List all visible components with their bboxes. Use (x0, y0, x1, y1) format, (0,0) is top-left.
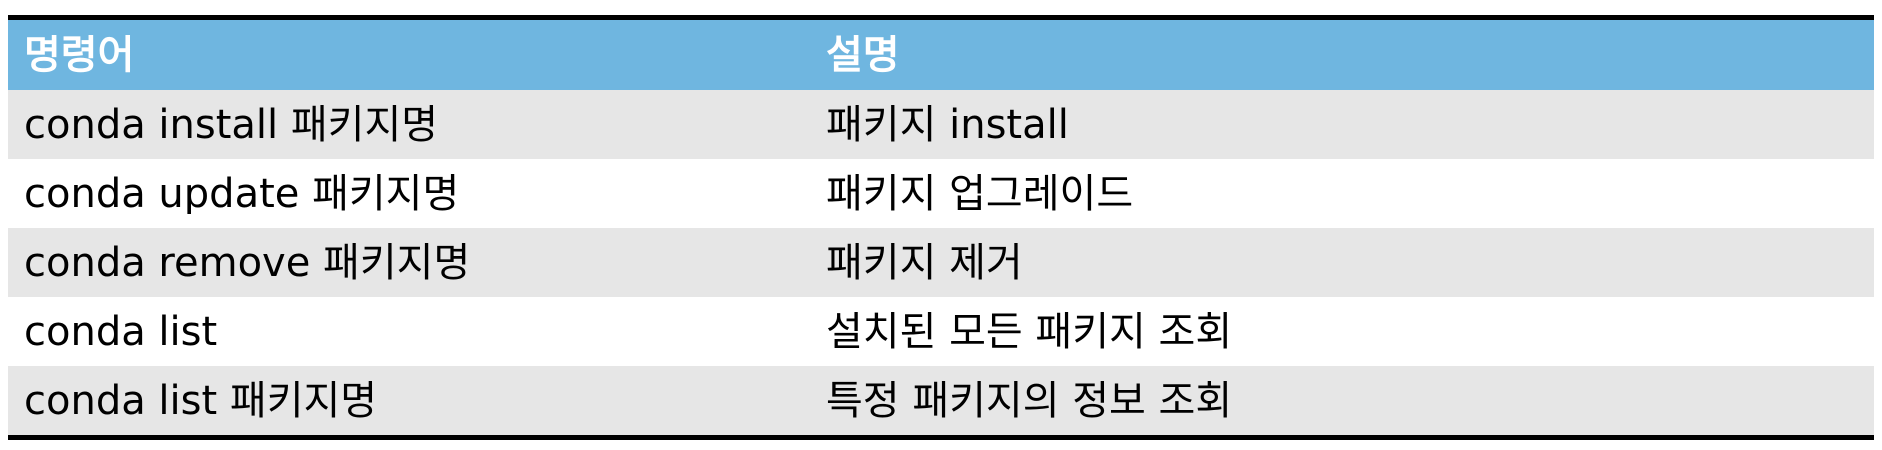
command-cell: conda remove 패키지명 (24, 242, 471, 283)
table-row: conda update 패키지명 패키지 업그레이드 (8, 159, 1874, 228)
table-row: conda install 패키지명 패키지 install (8, 90, 1874, 159)
table-header-row: 명령어 설명 (8, 20, 1874, 90)
description-cell: 패키지 install (826, 104, 1069, 145)
command-cell: conda update 패키지명 (24, 173, 460, 214)
table-top-rule (8, 15, 1874, 20)
table-bottom-rule (8, 435, 1874, 440)
header-command: 명령어 (24, 35, 135, 75)
command-cell: conda list (24, 311, 218, 352)
header-description: 설명 (826, 35, 900, 75)
description-cell: 설치된 모든 패키지 조회 (826, 311, 1233, 352)
description-cell: 특정 패키지의 정보 조회 (826, 380, 1233, 421)
command-cell: conda list 패키지명 (24, 380, 378, 421)
command-cell: conda install 패키지명 (24, 104, 439, 145)
table-row: conda list 패키지명 특정 패키지의 정보 조회 (8, 366, 1874, 435)
description-cell: 패키지 업그레이드 (826, 173, 1134, 214)
conda-command-table: 명령어 설명 conda install 패키지명 패키지 install co… (8, 15, 1874, 440)
description-cell: 패키지 제거 (826, 242, 1023, 283)
table-row: conda remove 패키지명 패키지 제거 (8, 228, 1874, 297)
table-row: conda list 설치된 모든 패키지 조회 (8, 297, 1874, 366)
